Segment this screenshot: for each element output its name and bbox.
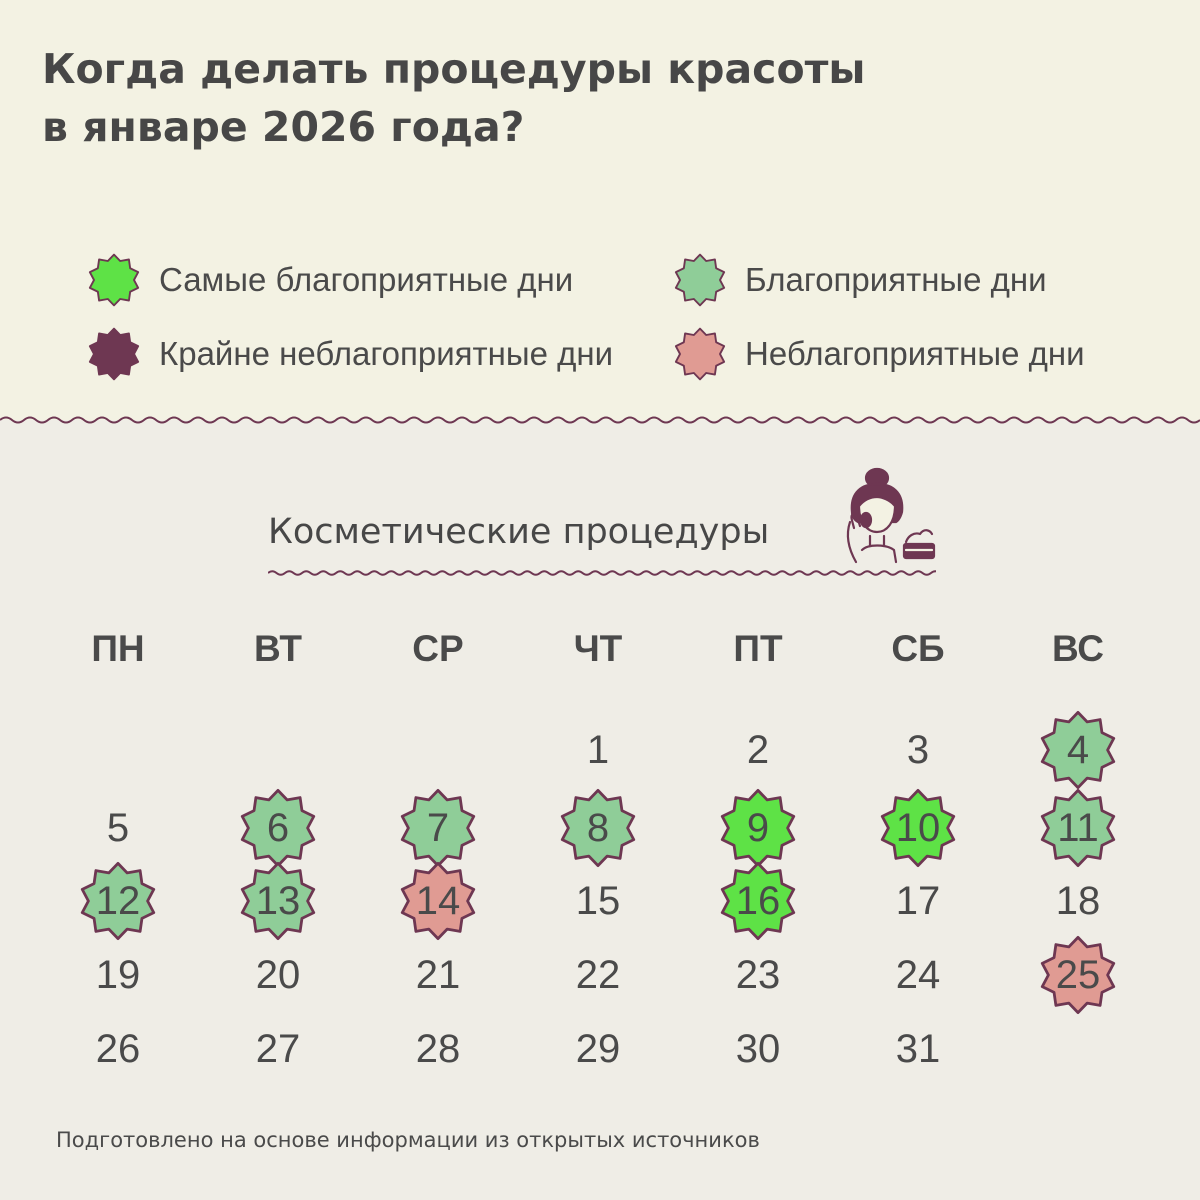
day-13: 13 — [238, 861, 318, 941]
day-25: 25 — [1038, 935, 1118, 1015]
day-1: 1 — [558, 710, 638, 790]
day-23: 23 — [718, 935, 798, 1015]
day-number: 22 — [575, 953, 621, 997]
legend-bad-label: Неблагоприятные дни — [745, 335, 1085, 372]
day-21: 21 — [398, 935, 478, 1015]
day-9: 9 — [718, 788, 798, 868]
day-5: 5 — [78, 788, 158, 868]
title-line-2: в январе 2026 года? — [42, 103, 525, 151]
badge-worst-icon — [88, 327, 140, 381]
day-6: 6 — [238, 788, 318, 868]
source-note: Подготовлено на основе информации из отк… — [56, 1128, 760, 1152]
day-number: 19 — [95, 953, 141, 997]
weekday-thu: ЧТ — [573, 628, 623, 669]
legend-best: Самые благоприятные дни — [87, 250, 573, 310]
legend-worst-label: Крайне неблагоприятные дни — [159, 335, 614, 372]
day-number: 30 — [735, 1027, 781, 1071]
day-27: 27 — [238, 1009, 318, 1089]
day-number: 4 — [1066, 728, 1090, 772]
day-badge-good-icon — [240, 862, 316, 940]
day-24: 24 — [878, 935, 958, 1015]
badge-good-icon — [674, 253, 726, 307]
day-number: 17 — [895, 879, 941, 923]
section-title-underline — [268, 570, 936, 576]
day-number: 2 — [746, 728, 770, 772]
legend-bad: Неблагоприятные дни — [673, 324, 1085, 384]
day-number: 3 — [906, 728, 930, 772]
section-divider-wave — [0, 416, 1200, 424]
legend-good-label: Благоприятные дни — [745, 261, 1047, 298]
day-number: 7 — [426, 806, 450, 850]
day-number: 20 — [255, 953, 301, 997]
day-number: 14 — [415, 879, 461, 923]
day-18: 18 — [1038, 861, 1118, 941]
weekday-fri: ПТ — [733, 628, 783, 669]
day-11: 11 — [1038, 788, 1118, 868]
day-badge-best-icon — [880, 789, 956, 867]
day-28: 28 — [398, 1009, 478, 1089]
day-badge-good-icon — [1040, 789, 1116, 867]
day-26: 26 — [78, 1009, 158, 1089]
day-number: 13 — [255, 879, 301, 923]
day-4: 4 — [1038, 710, 1118, 790]
day-badge-bad-icon — [1040, 936, 1116, 1014]
legend-worst: Крайне неблагоприятные дни — [87, 324, 613, 384]
day-3: 3 — [878, 710, 958, 790]
section-title: Косметические процедуры — [268, 512, 770, 552]
day-30: 30 — [718, 1009, 798, 1089]
day-16: 16 — [718, 861, 798, 941]
day-31: 31 — [878, 1009, 958, 1089]
day-number: 26 — [95, 1027, 141, 1071]
day-15: 15 — [558, 861, 638, 941]
weekday-mon: ПН — [91, 628, 145, 669]
header-area — [0, 0, 1200, 420]
day-17: 17 — [878, 861, 958, 941]
day-number: 11 — [1057, 806, 1099, 850]
day-badge-good-icon — [560, 789, 636, 867]
day-number: 1 — [586, 728, 610, 772]
day-number: 23 — [735, 953, 781, 997]
day-number: 25 — [1055, 953, 1101, 997]
badge-best-icon — [88, 253, 140, 307]
day-number: 28 — [415, 1027, 461, 1071]
day-number: 16 — [735, 879, 781, 923]
weekday-sat: СБ — [891, 628, 945, 669]
day-8: 8 — [558, 788, 638, 868]
weekday-sun: ВС — [1051, 628, 1105, 669]
day-badge-best-icon — [720, 862, 796, 940]
day-number: 15 — [575, 879, 621, 923]
woman-skincare-icon — [846, 467, 936, 564]
day-2: 2 — [718, 710, 798, 790]
day-number: 6 — [266, 806, 290, 850]
day-badge-good-icon — [80, 862, 156, 940]
day-number: 31 — [895, 1027, 941, 1071]
day-number: 21 — [415, 953, 461, 997]
day-number: 10 — [895, 806, 941, 850]
day-20: 20 — [238, 935, 318, 1015]
title-line-1: Когда делать процедуры красоты — [42, 45, 866, 93]
day-number: 27 — [255, 1027, 301, 1071]
day-14: 14 — [398, 861, 478, 941]
day-number: 12 — [95, 879, 141, 923]
day-19: 19 — [78, 935, 158, 1015]
day-number: 18 — [1055, 879, 1101, 923]
day-22: 22 — [558, 935, 638, 1015]
day-10: 10 — [878, 788, 958, 868]
badge-bad-icon — [674, 327, 726, 381]
day-7: 7 — [398, 788, 478, 868]
day-number: 29 — [575, 1027, 621, 1071]
page-title: Когда делать процедуры красоты в январе … — [42, 40, 865, 156]
legend-best-label: Самые благоприятные дни — [159, 261, 574, 298]
day-badge-bad-icon — [400, 862, 476, 940]
legend-good: Благоприятные дни — [673, 250, 1047, 310]
day-number: 5 — [106, 806, 130, 850]
day-number: 8 — [586, 806, 610, 850]
day-number: 24 — [895, 953, 941, 997]
weekday-wed: СР — [412, 628, 464, 669]
day-badge-good-icon — [1040, 711, 1116, 789]
day-12: 12 — [78, 861, 158, 941]
day-number: 9 — [746, 806, 770, 850]
weekday-tue: ВТ — [254, 628, 302, 669]
day-29: 29 — [558, 1009, 638, 1089]
